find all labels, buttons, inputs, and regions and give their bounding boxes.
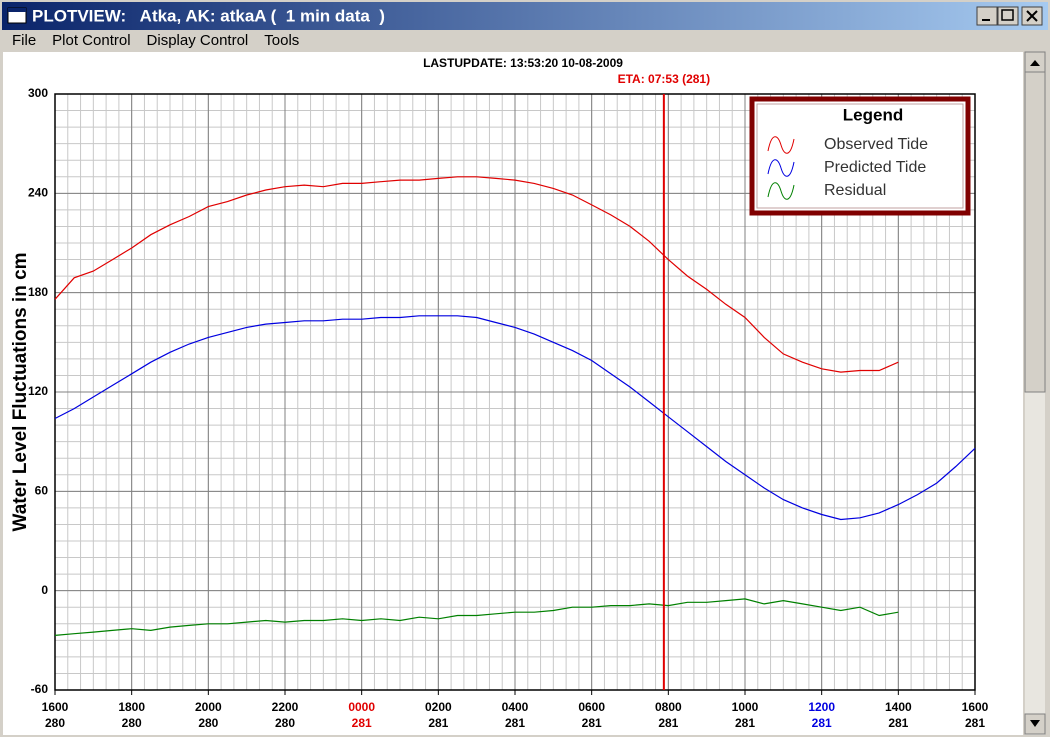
x-tick-day: 281 [965,716,985,730]
legend-title: Legend [843,105,903,124]
x-tick-day: 281 [505,716,525,730]
menu-bar: File Plot Control Display Control Tools [12,32,299,49]
x-tick-label: 0600 [578,700,605,714]
last-update: LASTUPDATE: 13:53:20 10-08-2009 [423,56,623,70]
x-tick-label: 1600 [42,700,69,714]
x-tick-day: 280 [45,716,65,730]
legend-label: Residual [824,182,886,199]
plot-border [54,93,976,691]
eta-annotation: ETA: 07:53 (281) [618,72,710,86]
title-bar [2,2,1048,30]
legend-swatch [767,182,795,200]
menu-item[interactable]: Plot Control [52,32,130,49]
x-tick-label: 1800 [118,700,145,714]
x-tick-day: 281 [428,716,448,730]
menu-item[interactable]: File [12,32,36,49]
y-tick-label: 180 [28,285,48,299]
x-tick-label: 0200 [425,700,452,714]
legend-swatch [767,136,795,154]
x-tick-day: 281 [735,716,755,730]
x-tick-label: 0800 [655,700,682,714]
y-tick-label: 0 [41,583,48,597]
y-tick-label: 300 [28,86,48,100]
scroll-down-glyph [1030,720,1040,727]
legend-inner [756,103,964,209]
plot: -60 0 60 120 180 240 300 1600 280 1800 280 2000 280 2… [28,86,989,730]
menu-item[interactable]: Tools [264,32,299,49]
series-line [54,598,899,636]
scrollbar [1024,51,1046,735]
window-title: PLOTVIEW: Atka, AK: atkaA ( 1 min data ) [32,6,385,25]
y-tick-label: 120 [28,384,48,398]
x-tick-day: 281 [888,716,908,730]
x-tick-label: 0000 [348,700,375,714]
x-tick-label: 2000 [195,700,222,714]
x-tick-label: 1000 [732,700,759,714]
y-axis-label: Water Level Fluctuations in cm [10,252,31,531]
x-tick-label: 1400 [885,700,912,714]
x-tick-label: 1600 [962,700,989,714]
x-tick-day: 281 [352,716,372,730]
close-glyph [1026,10,1038,22]
legend-label: Observed Tide [824,136,928,153]
x-tick-day: 281 [582,716,602,730]
x-tick-day: 281 [658,716,678,730]
x-tick-day: 281 [812,716,832,730]
scroll-thumb[interactable] [1024,71,1046,393]
y-tick-label: 60 [35,484,49,498]
menu-item[interactable]: Display Control [147,32,249,49]
series-line [54,315,976,521]
app-icon-bar [8,8,26,12]
y-tick-label: 240 [28,186,48,200]
scroll-up-glyph [1030,60,1040,66]
x-tick-label: 1200 [808,700,835,714]
x-tick-label: 0400 [502,700,529,714]
x-tick-day: 280 [122,716,142,730]
window-buttons [976,6,1043,26]
legend-box [749,96,971,216]
series-line [54,176,899,373]
legend-label: Predicted Tide [824,159,926,176]
maximize-glyph [1001,9,1014,21]
x-tick-day: 280 [275,716,295,730]
minimize-button[interactable] [976,6,998,26]
legend-swatch [767,159,795,177]
y-tick-label: -60 [31,682,49,696]
x-tick-label: 2200 [272,700,299,714]
x-tick-day: 280 [198,716,218,730]
